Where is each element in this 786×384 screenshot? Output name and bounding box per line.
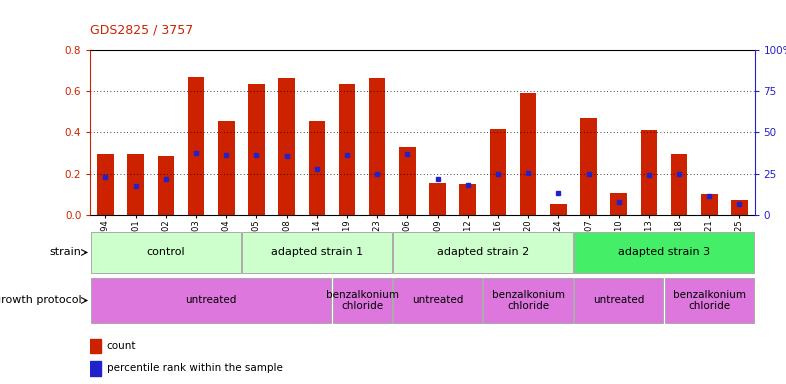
Bar [242,232,391,273]
Bar [369,78,385,215]
Bar [429,183,446,215]
Bar [399,147,416,215]
Bar [520,93,536,215]
Bar [393,278,483,323]
Bar [218,121,234,215]
Text: benzalkonium
chloride: benzalkonium chloride [491,290,564,311]
Text: control: control [146,247,185,258]
Text: benzalkonium
chloride: benzalkonium chloride [673,290,746,311]
Bar [574,232,754,273]
Bar [91,278,332,323]
Text: benzalkonium
chloride: benzalkonium chloride [325,290,399,311]
Bar [574,278,663,323]
Bar [460,184,476,215]
Bar [701,194,718,215]
Bar [97,154,114,215]
Bar [332,278,391,323]
Text: strain: strain [50,247,81,258]
Bar [490,129,506,215]
Text: untreated: untreated [593,295,645,306]
Bar [665,278,754,323]
Bar [580,118,597,215]
Bar [339,84,355,215]
Bar [278,78,295,215]
Bar [90,361,101,376]
Bar [393,232,573,273]
Bar [91,232,241,273]
Bar [309,121,325,215]
Bar [248,84,265,215]
Text: adapted strain 3: adapted strain 3 [618,247,710,258]
Bar [641,131,657,215]
Bar [550,204,567,215]
Text: count: count [107,341,136,351]
Bar [90,339,101,353]
Bar [157,156,174,215]
Text: adapted strain 2: adapted strain 2 [437,247,529,258]
Bar [483,278,573,323]
Bar [188,77,204,215]
Bar [731,200,747,215]
Text: adapted strain 1: adapted strain 1 [270,247,363,258]
Text: untreated: untreated [185,295,237,306]
Bar [611,194,627,215]
Text: percentile rank within the sample: percentile rank within the sample [107,363,283,373]
Bar [670,154,688,215]
Text: untreated: untreated [412,295,463,306]
Text: GDS2825 / 3757: GDS2825 / 3757 [90,24,193,37]
Bar [127,154,144,215]
Text: growth protocol: growth protocol [0,295,81,306]
